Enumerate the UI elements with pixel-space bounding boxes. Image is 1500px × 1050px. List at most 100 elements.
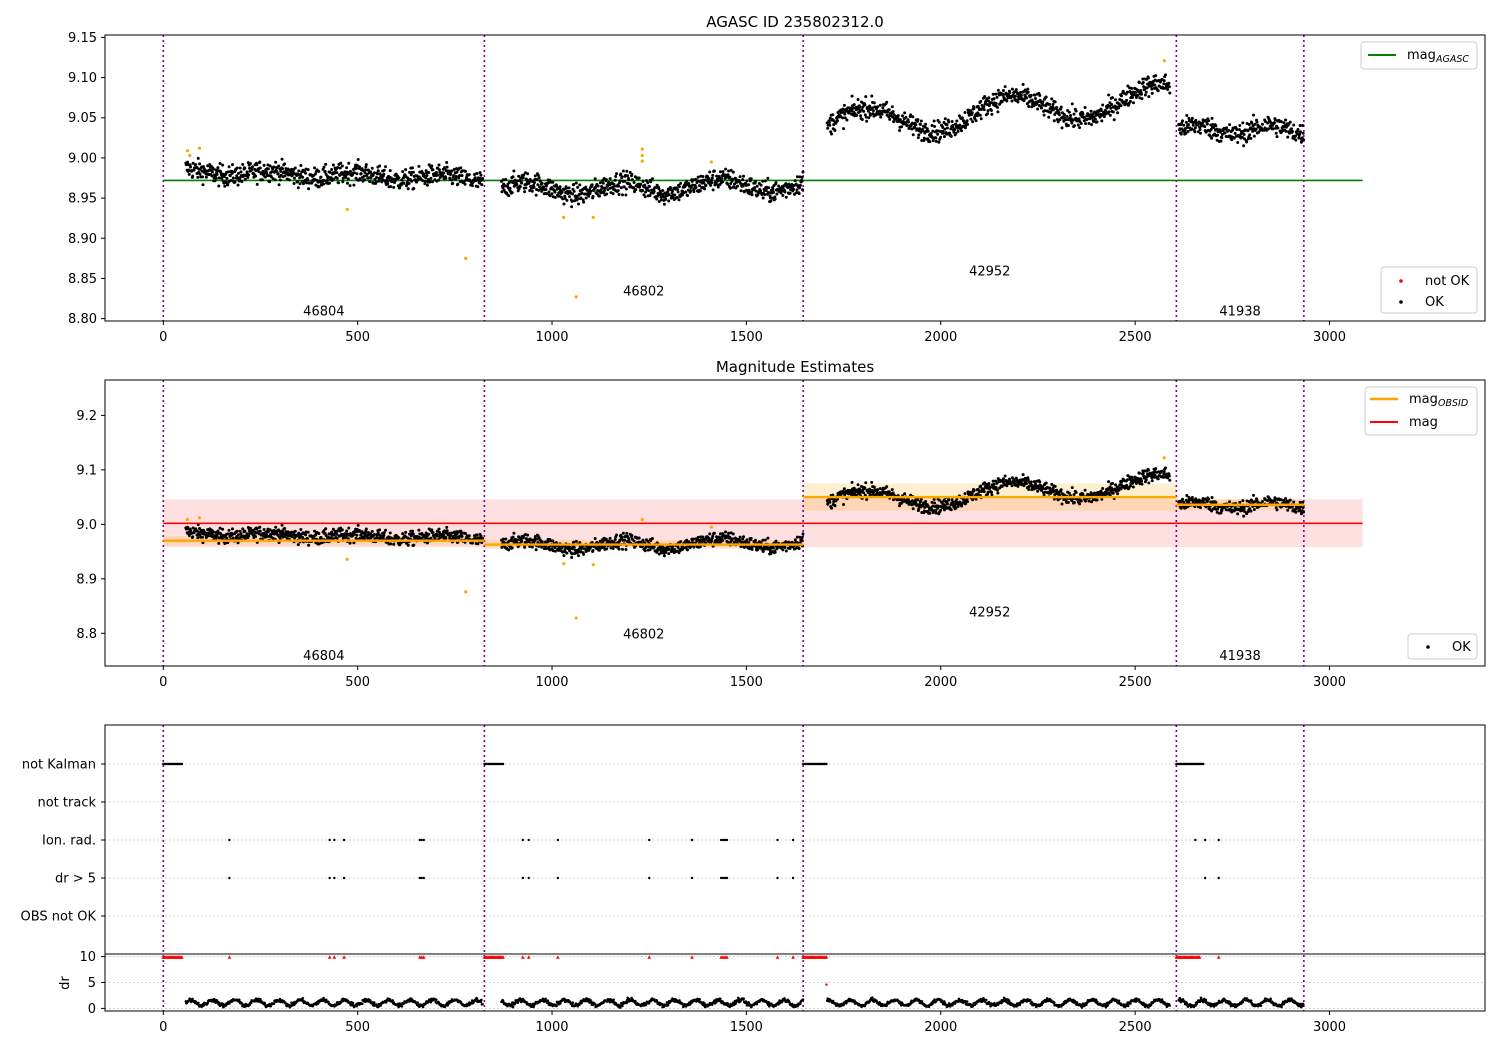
data-point-ok xyxy=(235,529,239,533)
data-point-ok xyxy=(213,179,217,183)
data-point-ok xyxy=(787,182,791,186)
data-point-ok xyxy=(407,182,411,186)
legend-label-sub: AGASC xyxy=(1435,54,1469,65)
data-point-ok xyxy=(415,180,419,184)
data-point-ok xyxy=(510,191,514,195)
data-point-ok xyxy=(425,171,429,175)
data-point-ok xyxy=(1146,76,1150,80)
data-point-ok xyxy=(1225,126,1229,130)
data-point-ok xyxy=(548,194,552,198)
data-point-ok xyxy=(727,169,731,173)
data-point-ok xyxy=(1143,93,1147,97)
data-point-ok xyxy=(1137,471,1141,475)
data-point-ok xyxy=(1113,98,1117,102)
data-point-ok xyxy=(289,167,293,171)
data-point-ok xyxy=(563,194,567,198)
data-point-ok xyxy=(1067,110,1071,114)
data-point-ok xyxy=(518,185,522,189)
data-point-ok xyxy=(934,136,938,140)
data-point-ok xyxy=(1186,129,1190,133)
data-point-ok xyxy=(1228,500,1232,504)
data-point-ok xyxy=(221,527,225,531)
data-point-ok xyxy=(235,166,239,170)
data-point-ok xyxy=(652,190,656,194)
data-point-ok xyxy=(323,169,327,173)
data-point-ok xyxy=(445,160,449,164)
data-point-ok xyxy=(352,541,356,545)
data-point-ok xyxy=(1134,96,1138,100)
data-point-ok xyxy=(759,183,763,187)
data-point-ok xyxy=(691,178,695,182)
data-point-ok xyxy=(801,170,805,174)
data-point-ok xyxy=(1255,120,1259,124)
data-point-ok xyxy=(1141,81,1145,85)
data-point-ok xyxy=(1301,131,1305,135)
data-point-ok xyxy=(355,172,359,176)
data-point-ok xyxy=(454,174,458,178)
data-point-ok xyxy=(337,181,341,185)
data-point-ok xyxy=(1220,136,1224,140)
data-point-ok xyxy=(1051,108,1055,112)
data-point-ok xyxy=(952,130,956,134)
data-point-ok xyxy=(363,171,367,175)
data-point-ok xyxy=(1060,126,1064,130)
data-point-ok xyxy=(983,481,987,485)
data-point-ok xyxy=(721,538,725,542)
data-point-ok xyxy=(605,547,609,551)
data-point-ok xyxy=(336,166,340,170)
data-point-ok xyxy=(228,174,232,178)
data-point-ok xyxy=(942,506,946,510)
data-point-ok xyxy=(218,161,222,165)
data-point-ok xyxy=(434,170,438,174)
data-point-ok xyxy=(922,509,926,513)
data-point-ok xyxy=(958,123,962,127)
data-point-ok xyxy=(982,490,986,494)
data-point-ok xyxy=(375,176,379,180)
data-point-ok xyxy=(1185,113,1189,117)
data-point-ok xyxy=(958,500,962,504)
chart-title-magnitude-estimates: Magnitude Estimates xyxy=(716,358,874,376)
data-point-ok xyxy=(239,170,243,174)
data-point-ok xyxy=(599,188,603,192)
data-point-ok xyxy=(270,170,274,174)
data-point-ok xyxy=(608,177,612,181)
data-point-ok xyxy=(987,482,991,486)
data-point-ok xyxy=(626,174,630,178)
data-point-ok xyxy=(293,529,297,533)
data-point-ok xyxy=(667,547,671,551)
data-point-ok xyxy=(1119,94,1123,98)
data-point-ok xyxy=(1137,81,1141,85)
data-point-ok xyxy=(218,526,222,530)
data-point-ok xyxy=(1131,101,1135,105)
data-point-ok xyxy=(747,188,751,192)
data-point-ok xyxy=(931,504,935,508)
data-point-ok xyxy=(425,173,429,177)
data-point-ok xyxy=(317,542,321,546)
data-point-outlier xyxy=(188,153,192,158)
data-point-ok xyxy=(1184,131,1188,135)
data-point-ok xyxy=(673,193,677,197)
data-point-ok xyxy=(364,165,368,169)
data-point-ok xyxy=(872,485,876,489)
data-point-ok xyxy=(1072,493,1076,497)
data-point-ok xyxy=(687,181,691,185)
data-point-ok xyxy=(412,543,416,547)
data-point-ok xyxy=(951,500,955,504)
data-point-ok xyxy=(1242,506,1246,510)
data-point-ok xyxy=(1059,105,1063,109)
data-point-ok xyxy=(986,99,990,103)
data-point-ok xyxy=(704,184,708,188)
data-point-ok xyxy=(603,188,607,192)
data-point-ok xyxy=(954,131,958,135)
data-point-ok xyxy=(763,179,767,183)
data-point-ok xyxy=(582,552,586,556)
data-point-ok xyxy=(588,192,592,196)
data-point-ok xyxy=(1207,119,1211,123)
data-point-ok xyxy=(1111,110,1115,114)
data-point-ok xyxy=(606,188,610,192)
data-point-ok xyxy=(1248,133,1252,137)
data-point-ok xyxy=(646,181,650,185)
data-point-ok xyxy=(268,180,272,184)
data-point-ok xyxy=(296,543,300,547)
data-point-ok xyxy=(600,179,604,183)
